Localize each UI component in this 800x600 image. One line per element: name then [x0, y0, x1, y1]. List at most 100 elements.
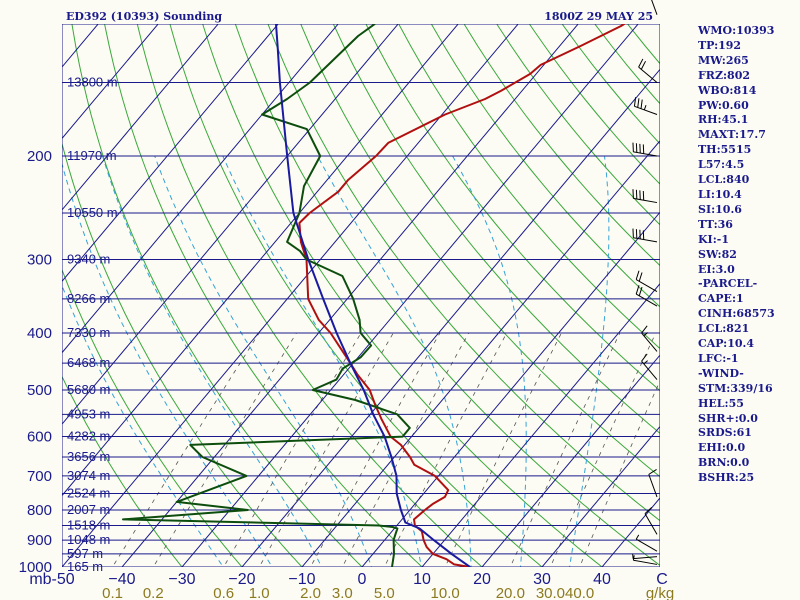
mixing-ratio-line: [310, 332, 441, 567]
index-row: SHR+:0.0: [698, 411, 758, 425]
mixing-ratio-label: g/kg: [646, 585, 674, 600]
isotherm-line: [62, 24, 219, 211]
isotherm-line: [361, 211, 660, 567]
wind-barb: [641, 325, 658, 352]
height-label: 2007 m: [67, 502, 110, 517]
height-label: 10550 m: [67, 205, 118, 220]
index-row: WMO:10393: [698, 24, 775, 37]
index-row: -WIND-: [698, 366, 744, 380]
index-row: CAP:10.4: [698, 337, 755, 351]
index-row: MW:265: [698, 53, 749, 67]
pressure-tick-label: 600: [27, 429, 52, 446]
index-row: LCL:821: [698, 322, 750, 336]
dry-adiabat-line: [202, 24, 603, 567]
mixing-ratio-label: 0.2: [143, 585, 164, 600]
isotherm-line: [541, 425, 660, 567]
wind-barb: [648, 468, 658, 498]
mixing-ratio-line: [152, 332, 297, 567]
mixing-ratio-line: [258, 332, 394, 567]
isotherm-line: [62, 24, 399, 425]
index-row: WBO:814: [698, 83, 757, 97]
wind-barb: [638, 58, 658, 83]
wind-barb: [632, 553, 658, 560]
moist-adiabat-line: [317, 155, 472, 567]
sounding-traces: [122, 24, 627, 567]
height-label: 13800 m: [67, 75, 118, 90]
height-label: 4282 m: [67, 429, 110, 444]
index-row: STM:339/16: [698, 381, 773, 395]
pressure-tick-label: 800: [27, 502, 52, 519]
isotherm-line: [62, 24, 459, 497]
mixing-ratio-lines: [112, 332, 660, 567]
height-label: 597 m: [67, 546, 103, 561]
height-label: 9340 m: [67, 252, 110, 267]
mixing-ratio-line: [444, 332, 562, 567]
mixing-ratio-label: 0.6: [213, 585, 234, 600]
moist-adiabats: [62, 155, 610, 567]
temperature-tick-label: −20: [228, 571, 255, 588]
mixing-ratio-label: 2.0: [300, 585, 321, 600]
mixing-ratio-line: [549, 332, 657, 567]
dewpoint-trace: [122, 24, 411, 567]
mixing-ratio-label: 5.0: [374, 585, 395, 600]
index-row: L57:4.5: [698, 158, 745, 172]
index-row: TP:192: [698, 38, 742, 52]
isotherm-line: [62, 24, 159, 140]
temperature-tick-label: −40: [108, 571, 135, 588]
wind-barb: [641, 353, 658, 380]
index-row: BSHR:25: [698, 471, 755, 485]
pressure-tick-label: 500: [27, 382, 52, 399]
moist-adiabat-line: [452, 155, 527, 567]
index-row: EI:3.0: [698, 262, 735, 276]
temperature-tick-label: mb-50: [29, 571, 74, 588]
pressure-tick-label: 1000: [19, 559, 52, 576]
dry-adiabat-line: [136, 24, 483, 567]
wind-barb: [632, 189, 658, 204]
pressure-tick-label: 200: [27, 148, 52, 165]
isotherm-line: [0, 0, 39, 579]
height-label: 1048 m: [67, 532, 110, 547]
index-row: LFC:-1: [698, 351, 739, 365]
mixing-ratio-label: 30.0: [536, 585, 565, 600]
pressure-tick-label: 400: [27, 325, 52, 342]
height-label: 3656 m: [67, 449, 110, 464]
wind-barb: [635, 534, 658, 552]
temperature-tick-label: 30: [533, 571, 551, 588]
index-row: PW:0.60: [698, 98, 749, 112]
wind-barb: [633, 97, 658, 115]
temperature-tick-label: −30: [168, 571, 195, 588]
index-row: SW:82: [698, 247, 737, 261]
index-row: BRN:0.0: [698, 456, 750, 470]
mixing-ratio-line: [509, 332, 621, 567]
isobars: [62, 24, 660, 567]
wind-barb: [632, 555, 658, 565]
pressure-tick-label: 300: [27, 252, 52, 269]
temperature-tick-label: 0: [358, 571, 367, 588]
stability-indices-panel: WMO:10393 TP:192 MW:265 FRZ:802 WBO:814 PW:0.…: [698, 24, 798, 486]
index-row: RH:45.1: [698, 113, 749, 127]
pressure-tick-label: 700: [27, 468, 52, 485]
dry-adiabats: [62, 24, 660, 567]
wind-barb: [632, 142, 658, 157]
index-row: CAPE:1: [698, 292, 744, 306]
index-row: TH:5515: [698, 143, 752, 157]
temperature-tick-label: 10: [413, 571, 431, 588]
height-label: 1518 m: [67, 517, 110, 532]
isotherm-line: [481, 354, 660, 567]
isotherm-line: [62, 24, 99, 68]
height-label: 165 m: [67, 559, 103, 574]
isotherm-line: [241, 68, 660, 567]
height-label: 5680 m: [67, 382, 110, 397]
wind-barb: [644, 506, 658, 535]
moist-adiabat-line: [222, 155, 422, 567]
isotherm-line: [301, 140, 660, 567]
temperature-tick-label: −10: [288, 571, 315, 588]
mixing-ratio-line: [223, 332, 362, 567]
mixing-ratio-line: [383, 332, 508, 567]
moist-adiabat-line: [569, 155, 610, 567]
index-row: MAXT:17.7: [698, 128, 766, 142]
pressure-tick-label: 900: [27, 532, 52, 549]
index-row: LCL:840: [698, 173, 750, 187]
isotherm-line: [121, 24, 579, 567]
